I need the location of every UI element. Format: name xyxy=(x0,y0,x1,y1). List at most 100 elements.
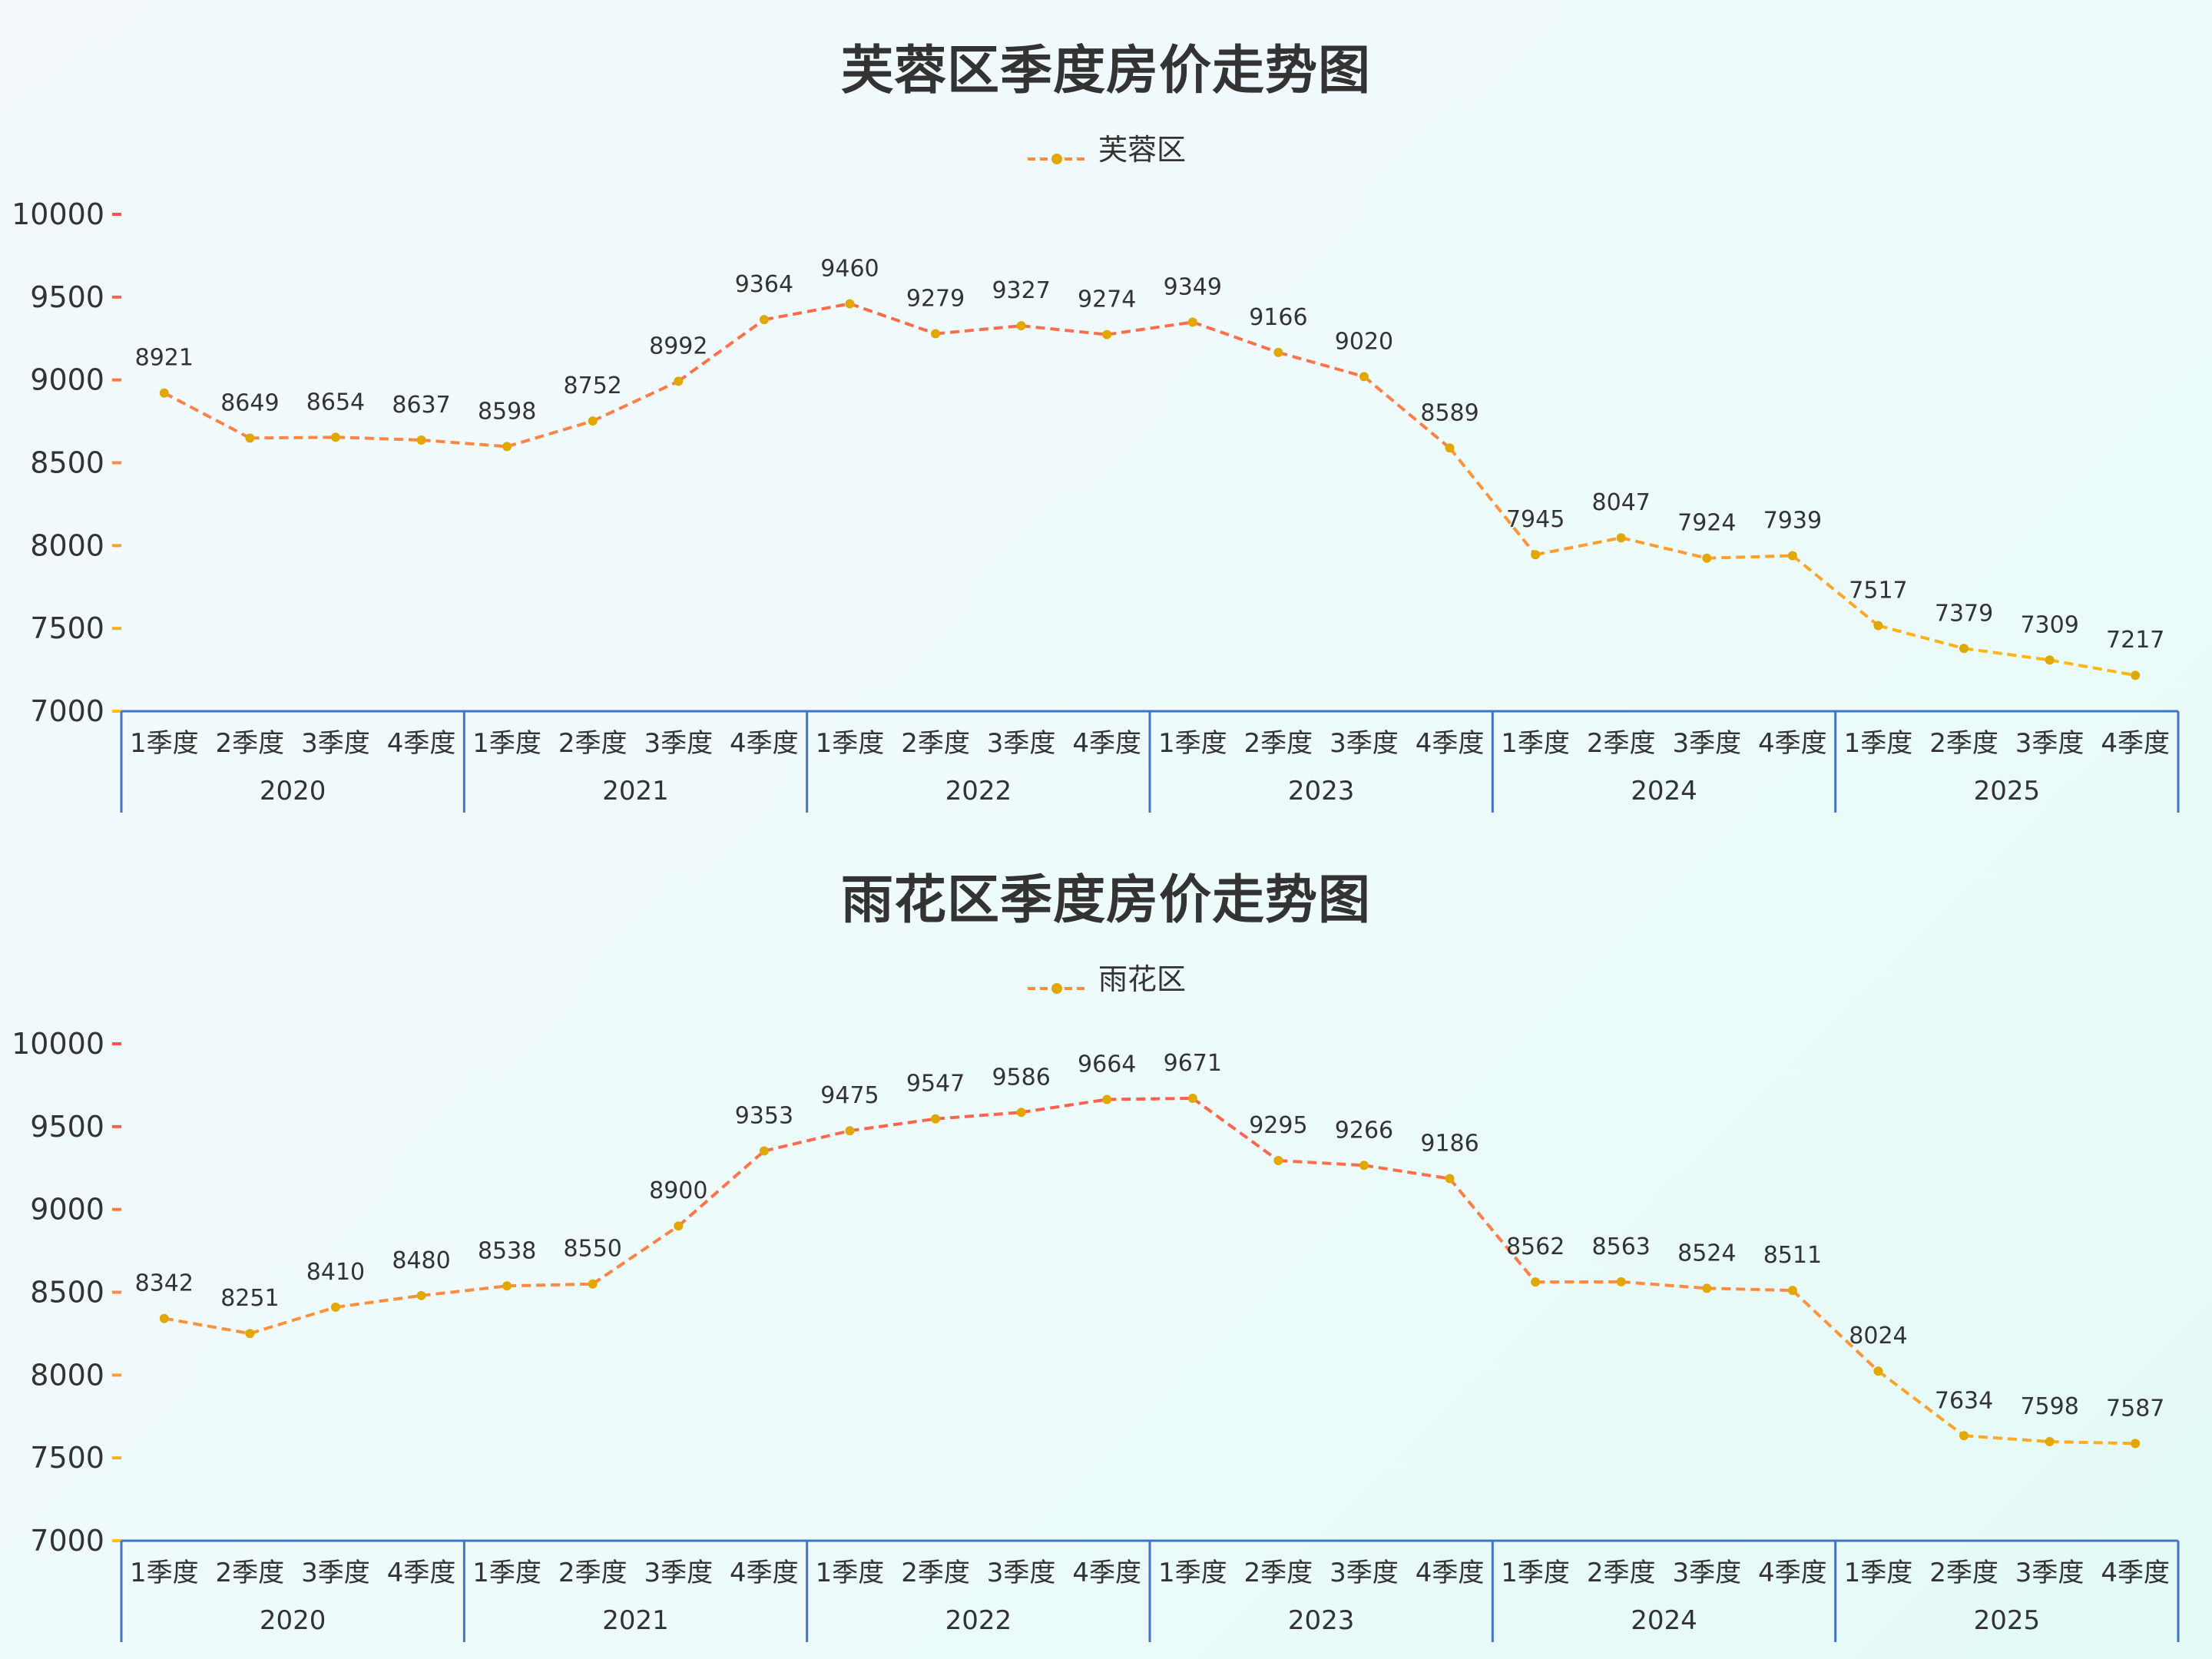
svg-text:2季度: 2季度 xyxy=(558,1558,628,1588)
svg-text:8598: 8598 xyxy=(478,398,536,425)
svg-text:10000: 10000 xyxy=(12,197,104,231)
svg-text:9671: 9671 xyxy=(1164,1050,1222,1077)
svg-text:2季度: 2季度 xyxy=(1587,1558,1656,1588)
svg-text:8752: 8752 xyxy=(564,373,622,399)
svg-text:2023: 2023 xyxy=(1288,776,1355,806)
svg-text:3季度: 3季度 xyxy=(987,728,1056,759)
svg-text:7634: 7634 xyxy=(1935,1387,1993,1414)
svg-text:9547: 9547 xyxy=(906,1071,965,1098)
svg-text:8524: 8524 xyxy=(1677,1240,1736,1267)
svg-text:3季度: 3季度 xyxy=(2015,1558,2085,1588)
svg-text:3季度: 3季度 xyxy=(1672,1558,1741,1588)
svg-text:1季度: 1季度 xyxy=(1844,728,1913,759)
svg-text:9266: 9266 xyxy=(1335,1117,1393,1144)
svg-text:9664: 9664 xyxy=(1078,1051,1136,1078)
svg-text:2022: 2022 xyxy=(945,776,1012,806)
svg-text:8921: 8921 xyxy=(135,345,194,372)
svg-text:8511: 8511 xyxy=(1763,1242,1822,1269)
svg-text:3季度: 3季度 xyxy=(301,728,370,759)
svg-text:2季度: 2季度 xyxy=(1929,1558,1998,1588)
chart-yuhua: 雨花区季度房价走势图 雨花区 7000 7500 8000 8500 9000 9500 1… xyxy=(0,830,2212,1659)
svg-text:9000: 9000 xyxy=(30,363,104,397)
svg-text:2季度: 2季度 xyxy=(1244,728,1313,759)
svg-text:7379: 7379 xyxy=(1935,600,1993,627)
svg-text:2023: 2023 xyxy=(1288,1605,1355,1636)
svg-text:8000: 8000 xyxy=(30,528,104,562)
svg-text:7217: 7217 xyxy=(2106,627,2164,654)
svg-text:8500: 8500 xyxy=(30,1276,104,1310)
svg-text:4季度: 4季度 xyxy=(1758,728,1827,759)
svg-text:9186: 9186 xyxy=(1420,1131,1479,1157)
svg-text:10000: 10000 xyxy=(12,1027,104,1061)
svg-text:2020: 2020 xyxy=(260,776,326,806)
svg-text:4季度: 4季度 xyxy=(1072,728,1141,759)
legend-line-icon xyxy=(1026,140,1088,164)
svg-text:1季度: 1季度 xyxy=(472,728,541,759)
svg-text:8992: 8992 xyxy=(649,333,707,359)
svg-text:9279: 9279 xyxy=(906,285,965,312)
svg-text:9500: 9500 xyxy=(30,1110,104,1144)
chart-furong: 芙蓉区季度房价走势图 芙蓉区 7000 7500 8000 8500 9000 9500 1… xyxy=(0,41,2212,813)
svg-text:8480: 8480 xyxy=(392,1247,450,1274)
svg-text:9364: 9364 xyxy=(735,271,793,298)
svg-text:8047: 8047 xyxy=(1592,489,1651,516)
legend-label: 芙蓉区 xyxy=(1098,133,1186,167)
svg-text:7500: 7500 xyxy=(30,1441,104,1475)
svg-text:1季度: 1季度 xyxy=(130,728,199,759)
svg-text:2025: 2025 xyxy=(1974,1605,2041,1636)
svg-text:4季度: 4季度 xyxy=(387,1558,456,1588)
svg-text:2020: 2020 xyxy=(260,1605,326,1636)
svg-text:8563: 8563 xyxy=(1592,1233,1651,1260)
svg-text:1季度: 1季度 xyxy=(472,1558,541,1588)
svg-text:9295: 9295 xyxy=(1249,1112,1307,1139)
svg-text:2024: 2024 xyxy=(1631,1605,1697,1636)
svg-text:4季度: 4季度 xyxy=(1072,1558,1141,1588)
svg-text:8649: 8649 xyxy=(220,389,279,416)
svg-text:8024: 8024 xyxy=(1849,1323,1907,1349)
svg-text:2季度: 2季度 xyxy=(1587,728,1656,759)
svg-text:7309: 7309 xyxy=(2020,611,2078,638)
chart-legend[interactable]: 雨花区 xyxy=(0,955,2212,998)
svg-text:4季度: 4季度 xyxy=(2101,728,2170,759)
svg-text:7587: 7587 xyxy=(2106,1395,2164,1422)
svg-text:8550: 8550 xyxy=(564,1236,622,1263)
svg-text:3季度: 3季度 xyxy=(644,728,713,759)
svg-text:9274: 9274 xyxy=(1078,286,1136,313)
svg-text:8562: 8562 xyxy=(1506,1233,1565,1260)
svg-text:1季度: 1季度 xyxy=(130,1558,199,1588)
svg-text:7000: 7000 xyxy=(30,1524,104,1558)
svg-text:1季度: 1季度 xyxy=(816,1558,885,1588)
svg-text:2季度: 2季度 xyxy=(216,1558,285,1588)
svg-text:2021: 2021 xyxy=(602,776,669,806)
svg-text:8900: 8900 xyxy=(649,1177,707,1204)
svg-text:3季度: 3季度 xyxy=(301,1558,370,1588)
chart-legend[interactable]: 芙蓉区 xyxy=(0,126,2212,168)
svg-text:9475: 9475 xyxy=(820,1082,879,1109)
svg-text:9460: 9460 xyxy=(820,255,879,282)
svg-text:2季度: 2季度 xyxy=(901,728,970,759)
chart-title: 芙蓉区季度房价走势图 xyxy=(840,41,1371,101)
svg-text:8654: 8654 xyxy=(306,389,365,416)
svg-text:7000: 7000 xyxy=(30,694,104,728)
svg-text:1季度: 1季度 xyxy=(1844,1558,1913,1588)
svg-text:9000: 9000 xyxy=(30,1193,104,1227)
legend-label: 雨花区 xyxy=(1098,962,1186,996)
legend-line-icon xyxy=(1026,969,1088,994)
svg-text:4季度: 4季度 xyxy=(387,728,456,759)
svg-text:8538: 8538 xyxy=(478,1237,536,1264)
svg-text:9020: 9020 xyxy=(1335,328,1393,355)
svg-text:3季度: 3季度 xyxy=(987,1558,1056,1588)
svg-text:3季度: 3季度 xyxy=(644,1558,713,1588)
line-plot: 7000 7500 8000 8500 9000 9500 10000 2020 1季度 2季度 3… xyxy=(12,197,2180,813)
svg-text:8410: 8410 xyxy=(306,1259,365,1286)
svg-text:3季度: 3季度 xyxy=(2015,728,2085,759)
svg-text:1季度: 1季度 xyxy=(816,728,885,759)
svg-text:9586: 9586 xyxy=(992,1064,1050,1091)
svg-text:8342: 8342 xyxy=(135,1270,194,1297)
svg-text:2季度: 2季度 xyxy=(1244,1558,1313,1588)
svg-text:2季度: 2季度 xyxy=(558,728,628,759)
svg-text:1季度: 1季度 xyxy=(1501,1558,1570,1588)
svg-text:8251: 8251 xyxy=(220,1285,279,1312)
svg-text:2季度: 2季度 xyxy=(1929,728,1998,759)
svg-text:3季度: 3季度 xyxy=(1330,728,1399,759)
